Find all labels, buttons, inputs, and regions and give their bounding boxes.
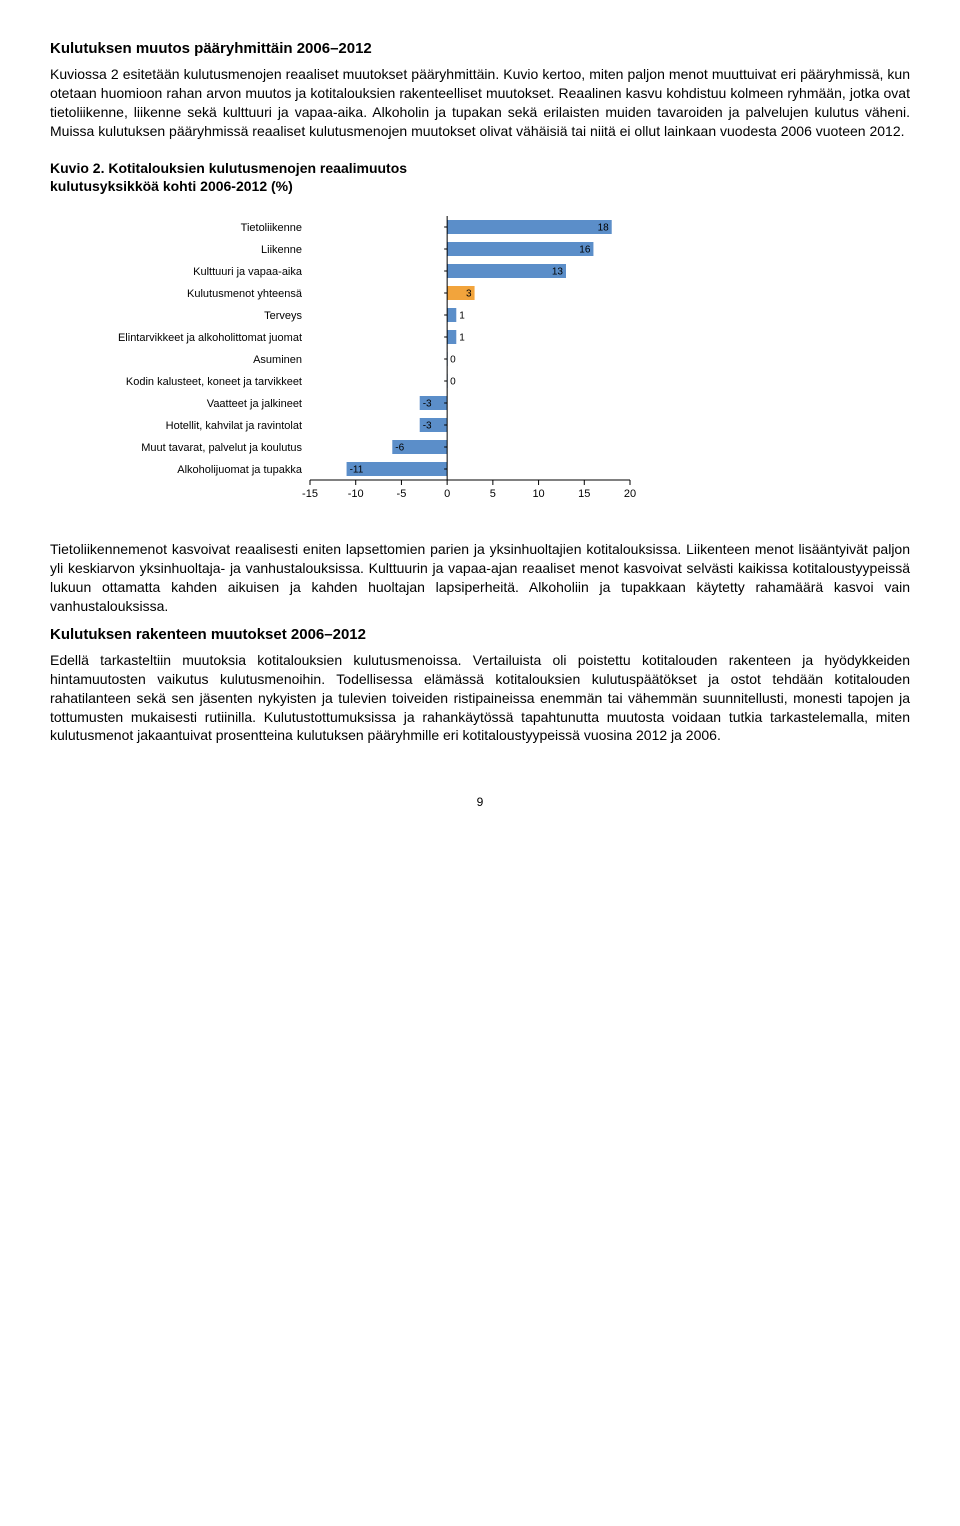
value-label: -3 bbox=[423, 399, 432, 410]
category-label: Tietoliikenne bbox=[241, 222, 302, 234]
category-label: Elintarvikkeet ja alkoholittomat juomat bbox=[118, 332, 302, 344]
value-label: -6 bbox=[395, 443, 404, 454]
page-number: 9 bbox=[50, 795, 910, 809]
category-label: Kodin kalusteet, koneet ja tarvikkeet bbox=[126, 376, 302, 388]
bar bbox=[447, 330, 456, 344]
x-tick-label: 15 bbox=[578, 488, 590, 500]
x-tick-label: -5 bbox=[397, 488, 407, 500]
category-label: Asuminen bbox=[253, 354, 302, 366]
value-label: -3 bbox=[423, 421, 432, 432]
value-label: -11 bbox=[350, 465, 364, 476]
category-label: Muut tavarat, palvelut ja koulutus bbox=[141, 442, 302, 454]
bar bbox=[447, 242, 593, 256]
category-label: Kulttuuri ja vapaa-aika bbox=[193, 266, 303, 278]
bar-chart: Tietoliikenne 18 Liikenne 16 Kulttuuri ja va… bbox=[50, 202, 650, 510]
category-label: Kulutusmenot yhteensä bbox=[187, 288, 303, 300]
category-label: Terveys bbox=[264, 310, 302, 322]
value-label: 0 bbox=[450, 377, 456, 388]
value-label: 1 bbox=[459, 333, 465, 344]
x-tick-label: -15 bbox=[302, 488, 318, 500]
value-label: 18 bbox=[598, 223, 610, 234]
category-label: Alkoholijuomat ja tupakka bbox=[177, 464, 303, 476]
x-tick-label: 0 bbox=[444, 488, 450, 500]
chart-title-line1: Kuvio 2. Kotitalouksien kulutusmenojen r… bbox=[50, 160, 407, 176]
value-label: 0 bbox=[450, 355, 456, 366]
value-label: 1 bbox=[459, 311, 465, 322]
section1-heading: Kulutuksen muutos pääryhmittäin 2006–201… bbox=[50, 40, 910, 57]
category-label: Hotellit, kahvilat ja ravintolat bbox=[166, 420, 302, 432]
value-label: 16 bbox=[579, 245, 591, 256]
category-label: Liikenne bbox=[261, 244, 302, 256]
section1-paragraph: Kuviossa 2 esitetään kulutusmenojen reaa… bbox=[50, 65, 910, 141]
bar bbox=[447, 220, 612, 234]
x-tick-label: 5 bbox=[490, 488, 496, 500]
section3-paragraph: Edellä tarkasteltiin muutoksia kotitalou… bbox=[50, 651, 910, 745]
x-tick-label: -10 bbox=[348, 488, 364, 500]
bar bbox=[447, 264, 566, 278]
x-tick-label: 20 bbox=[624, 488, 636, 500]
chart-container: Tietoliikenne 18 Liikenne 16 Kulttuuri ja va… bbox=[50, 202, 910, 510]
chart-title: Kuvio 2. Kotitalouksien kulutusmenojen r… bbox=[50, 159, 910, 197]
bar bbox=[447, 308, 456, 322]
value-label: 3 bbox=[466, 289, 472, 300]
section2-paragraph: Tietoliikennemenot kasvoivat reaalisesti… bbox=[50, 540, 910, 616]
section3-heading: Kulutuksen rakenteen muutokset 2006–2012 bbox=[50, 626, 910, 643]
value-label: 13 bbox=[552, 267, 564, 278]
x-tick-label: 10 bbox=[532, 488, 544, 500]
chart-title-line2: kulutusyksikköä kohti 2006-2012 (%) bbox=[50, 178, 293, 194]
category-label: Vaatteet ja jalkineet bbox=[207, 398, 302, 410]
